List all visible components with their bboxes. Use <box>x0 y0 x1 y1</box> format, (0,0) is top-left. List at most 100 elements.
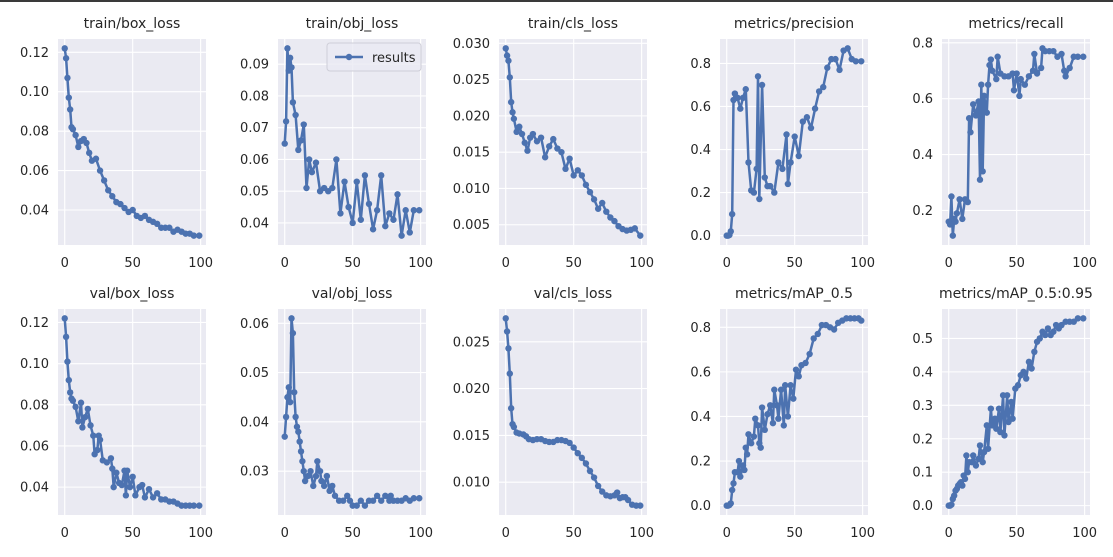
data-point <box>803 114 811 121</box>
data-point <box>953 210 961 217</box>
data-point <box>289 99 297 106</box>
data-point <box>113 469 120 476</box>
subplot-title: metrics/mAP_0.5:0.95 <box>939 286 1093 302</box>
data-point <box>961 475 969 483</box>
data-point <box>991 415 999 422</box>
data-point <box>64 74 71 82</box>
data-point <box>956 196 963 203</box>
data-point <box>292 413 299 421</box>
x-tick-label: 50 <box>786 526 803 541</box>
data-point <box>1050 328 1057 335</box>
data-point <box>166 224 173 231</box>
x-tick-label: 100 <box>408 256 433 271</box>
subplot: 0 50 100 0.0 0.1 0.2 0.3 0.4 0.5 metrics/mAP_0.5:… <box>912 286 1097 541</box>
y-tick-label: 0.020 <box>453 109 490 124</box>
data-point <box>742 444 749 451</box>
data-point <box>550 135 557 143</box>
data-point <box>815 88 823 95</box>
y-tick-label: 0.015 <box>453 146 490 161</box>
y-tick-label: 0.09 <box>240 58 269 73</box>
data-point <box>141 494 149 501</box>
y-tick-label: 0.6 <box>690 365 711 380</box>
data-point <box>518 130 526 138</box>
data-point <box>750 189 758 196</box>
x-tick-label: 0 <box>281 526 289 541</box>
data-point <box>295 146 302 154</box>
data-point <box>1017 75 1024 83</box>
data-point <box>727 228 735 235</box>
data-point <box>989 67 996 74</box>
subplot: 0 50 100 0.0 0.2 0.4 0.6 0.8 metrics/precision <box>690 16 875 271</box>
data-point <box>1025 358 1033 366</box>
data-point <box>62 333 70 341</box>
y-tick-label: 0.010 <box>453 476 490 491</box>
x-tick-label: 0 <box>502 526 510 541</box>
data-point <box>190 502 198 509</box>
data-point <box>296 438 303 445</box>
data-point <box>814 330 821 338</box>
data-point <box>582 460 590 467</box>
data-point <box>129 206 136 214</box>
subplot: 0 50 100 0.04 0.05 0.06 0.07 0.08 0.09 train/obj_… <box>240 16 433 271</box>
data-point <box>787 159 794 166</box>
data-point <box>100 177 108 184</box>
data-point <box>312 472 320 480</box>
data-point <box>398 232 405 239</box>
data-point <box>742 86 749 93</box>
subplot-title: val/box_loss <box>90 286 175 302</box>
y-tick-label: 0.12 <box>20 46 49 61</box>
data-point <box>61 315 68 322</box>
data-point <box>750 433 758 440</box>
data-point <box>305 156 313 163</box>
data-point <box>1074 315 1082 322</box>
data-point <box>357 497 365 504</box>
y-tick-label: 0.015 <box>453 429 490 444</box>
data-point <box>775 159 782 166</box>
data-point <box>96 167 104 174</box>
data-point <box>1042 331 1049 339</box>
data-point <box>505 57 512 64</box>
data-point <box>832 55 839 63</box>
data-point <box>969 452 977 459</box>
data-point <box>613 489 621 496</box>
data-point <box>987 405 995 412</box>
data-point <box>65 376 73 384</box>
data-point <box>533 138 541 145</box>
x-tick-label: 0 <box>945 526 953 541</box>
y-tick-label: 0.025 <box>453 335 490 350</box>
y-tick-label: 0.4 <box>912 148 933 163</box>
data-point <box>784 180 792 188</box>
data-point <box>145 485 153 493</box>
x-tick-label: 100 <box>850 526 875 541</box>
y-tick-label: 0.10 <box>20 85 49 100</box>
y-tick-label: 0.03 <box>240 465 269 480</box>
data-point <box>741 466 748 474</box>
data-point <box>502 315 509 322</box>
data-point <box>346 497 354 504</box>
y-tick-label: 0.2 <box>690 455 711 470</box>
data-point <box>987 56 995 63</box>
data-point <box>62 55 70 62</box>
data-point <box>303 184 310 192</box>
data-point <box>61 45 68 52</box>
y-tick-label: 0.2 <box>690 186 711 201</box>
plot-area <box>278 309 426 515</box>
data-point <box>92 155 100 162</box>
data-point <box>316 467 324 475</box>
data-point <box>109 465 116 472</box>
plot-area <box>720 309 868 515</box>
data-point <box>529 130 537 138</box>
data-point <box>558 148 565 156</box>
data-point <box>121 204 128 212</box>
data-point <box>94 446 101 454</box>
data-point <box>132 492 139 499</box>
x-tick-label: 100 <box>188 526 213 541</box>
y-tick-label: 0.0 <box>912 499 933 514</box>
data-point <box>75 418 82 425</box>
data-point <box>81 413 89 421</box>
data-point <box>69 125 77 133</box>
data-point <box>345 203 352 211</box>
data-point <box>344 492 351 499</box>
x-tick-label: 100 <box>850 256 875 271</box>
